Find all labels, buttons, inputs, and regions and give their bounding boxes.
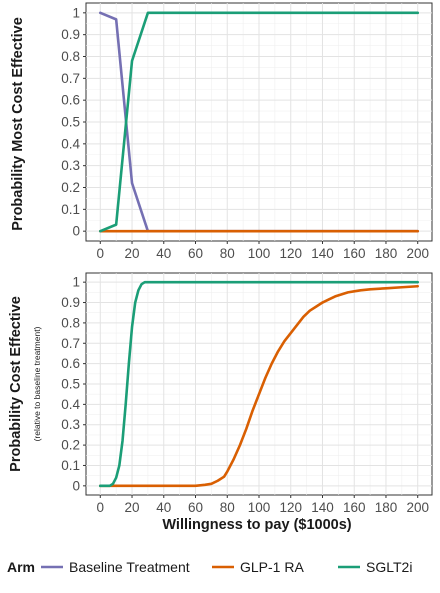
x-tick-label: 200: [406, 500, 429, 515]
series-line-sglt2i: [98, 11, 420, 233]
y-tick-label: 0.9: [61, 27, 80, 42]
x-tick-label: 140: [311, 246, 334, 261]
y-tick-label: 0.1: [61, 202, 80, 217]
x-tick-label: 140: [311, 500, 334, 515]
series-line-sglt2i: [98, 280, 420, 488]
x-tick-label: 80: [220, 246, 235, 261]
x-tick-label: 120: [279, 246, 302, 261]
x-tick-label: 0: [97, 500, 105, 515]
y-tick-label: 0.2: [61, 438, 80, 453]
y-tick-label: 0.3: [61, 417, 80, 432]
y-axis-subtitle: (relative to baseline treatment): [32, 326, 42, 441]
y-tick-label: 0.7: [61, 336, 80, 351]
x-tick-label: 200: [406, 246, 429, 261]
x-tick-label: 160: [343, 246, 366, 261]
series-layer: [98, 11, 420, 233]
legend-label: Baseline Treatment: [69, 559, 190, 575]
y-tick-label: 0.5: [61, 377, 80, 392]
series-line-glp-1-ra: [98, 284, 420, 488]
legend-title: Arm: [7, 559, 35, 575]
y-tick-label: 1: [72, 5, 80, 20]
x-tick-label: 20: [125, 246, 140, 261]
y-tick-label: 0.6: [61, 356, 80, 371]
y-tick-label: 0.8: [61, 49, 80, 64]
x-tick-label: 0: [97, 246, 105, 261]
legend-label: SGLT2i: [366, 559, 412, 575]
y-axis-title: Probability Cost Effective: [8, 296, 24, 472]
legend-label: GLP-1 RA: [240, 559, 304, 575]
y-tick-label: 0.1: [61, 458, 80, 473]
y-tick-label: 0.2: [61, 180, 80, 195]
series-layer: [98, 280, 420, 488]
y-tick-labels: 0 0.1 0.2 0.3 0.4 0.5 0.6 0.7 0.8 0.9 1: [61, 5, 86, 239]
y-tick-label: 0.4: [61, 397, 80, 412]
x-tick-label: 100: [248, 500, 271, 515]
x-tick-label: 160: [343, 500, 366, 515]
y-tick-labels: 0 0.1 0.2 0.3 0.4 0.5 0.6 0.7 0.8 0.9 1: [61, 275, 86, 493]
y-tick-label: 0.4: [61, 136, 80, 151]
panel-most-cost-effective: 0 0.1 0.2 0.3 0.4 0.5 0.6 0.7 0.8 0.9 1 0 20 40 60 80 1…: [10, 2, 433, 261]
y-tick-label: 0.6: [61, 93, 80, 108]
y-axis-title: Probability Most Cost Effective: [10, 17, 26, 231]
y-tick-label: 0: [72, 224, 80, 239]
x-tick-labels: 0 20 40 60 80 100 120 140 160 180 200: [97, 241, 429, 261]
y-tick-label: 0.8: [61, 315, 80, 330]
y-tick-label: 0.3: [61, 158, 80, 173]
x-tick-label: 120: [279, 500, 302, 515]
y-tick-label: 0: [72, 478, 80, 493]
legend: Arm Baseline Treatment GLP-1 RA SGLT2i: [7, 559, 412, 575]
x-tick-label: 60: [188, 500, 203, 515]
y-tick-label: 0.7: [61, 71, 80, 86]
y-tick-label: 0.9: [61, 295, 80, 310]
x-tick-label: 20: [125, 500, 140, 515]
y-tick-label: 1: [72, 275, 80, 290]
x-axis-title: Willingness to pay ($1000s): [162, 517, 351, 533]
y-tick-label: 0.5: [61, 115, 80, 130]
x-tick-label: 40: [156, 500, 171, 515]
x-tick-labels: 0 20 40 60 80 100 120 140 160 180 200: [97, 495, 429, 515]
x-tick-label: 40: [156, 246, 171, 261]
x-tick-label: 180: [375, 246, 398, 261]
grid: [86, 273, 432, 495]
x-tick-label: 100: [248, 246, 271, 261]
x-tick-label: 60: [188, 246, 203, 261]
x-tick-label: 180: [375, 500, 398, 515]
panel-cost-effective: 0 0.1 0.2 0.3 0.4 0.5 0.6 0.7 0.8 0.9 1 0 20 40 60 80 1…: [8, 272, 433, 533]
x-tick-label: 80: [220, 500, 235, 515]
